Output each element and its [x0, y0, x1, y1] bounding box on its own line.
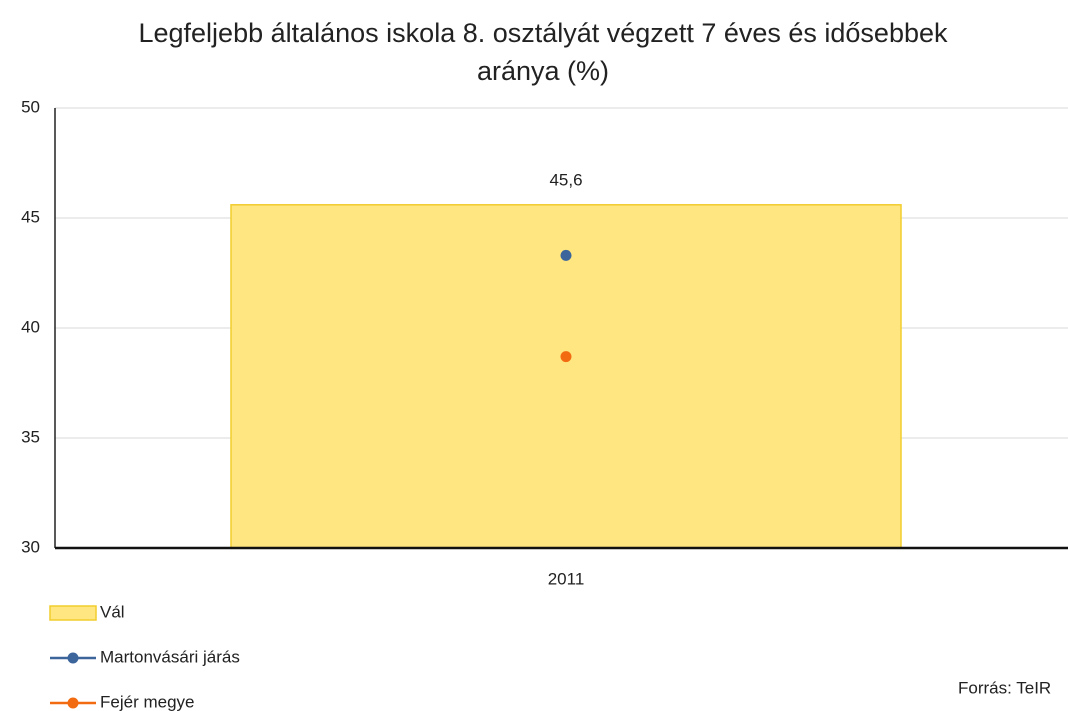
bar — [230, 204, 902, 549]
legend-swatch — [49, 605, 97, 621]
point — [560, 351, 572, 363]
legend-label: Vál — [100, 602, 125, 621]
y-tick-label: 50 — [21, 97, 40, 116]
y-tick-label: 30 — [21, 537, 40, 556]
legend-marker — [67, 697, 79, 709]
x-tick-label: 2011 — [548, 569, 585, 588]
legend-label: Martonvásári járás — [100, 647, 240, 666]
source-note: Forrás: TeIR — [958, 678, 1051, 697]
legend-label: Fejér megye — [100, 692, 194, 711]
y-tick-label: 45 — [21, 207, 40, 226]
point — [560, 249, 572, 261]
y-tick-label: 40 — [21, 317, 40, 336]
legend-marker — [67, 652, 79, 664]
y-tick-label: 35 — [21, 427, 40, 446]
chart-title: Legfeljebb általános iskola 8. osztályát… — [138, 18, 948, 86]
data-label: 45,6 — [549, 170, 582, 189]
